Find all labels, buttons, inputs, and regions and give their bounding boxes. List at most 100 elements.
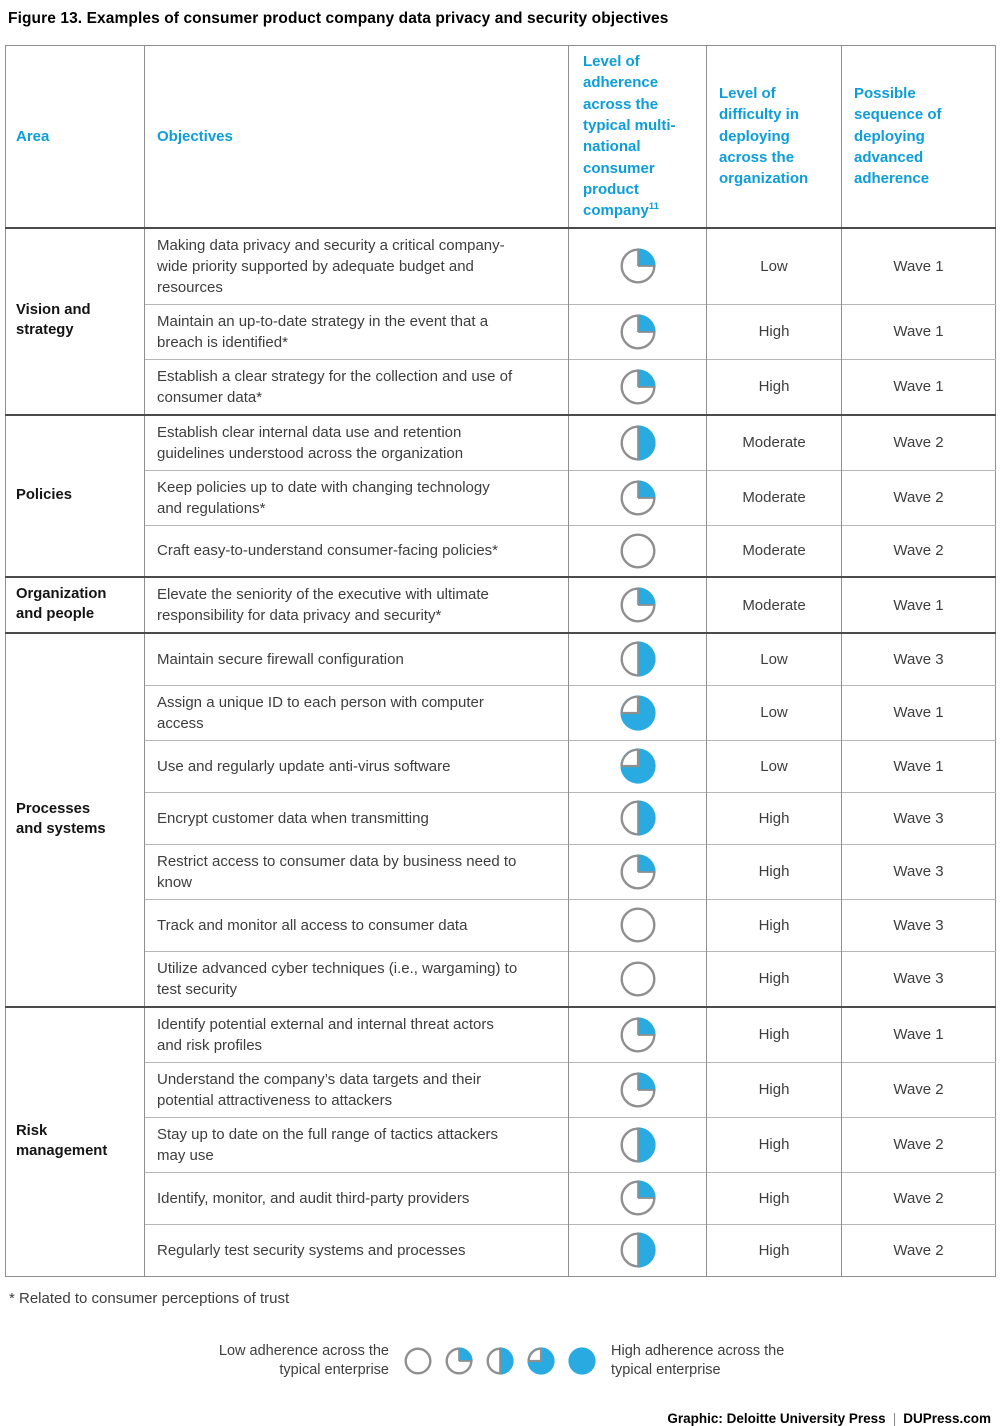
table-row: Craft easy-to-understand consumer-facing… — [6, 524, 996, 577]
area-cell: Vision and strategy — [5, 226, 145, 415]
objective-cell: Identify potential external and internal… — [144, 1005, 569, 1062]
sequence-cell: Wave 3 — [841, 898, 996, 951]
table-row: Restrict access to consumer data by busi… — [6, 843, 996, 899]
objective-cell: Utilize advanced cyber techniques (i.e.,… — [144, 950, 569, 1007]
adherence-cell — [568, 843, 707, 899]
difficulty-cell: Moderate — [706, 524, 842, 577]
area-cell: Policies — [5, 413, 145, 577]
column-header-area-label: Area — [16, 127, 50, 145]
objective-cell: Maintain secure firewall configuration — [144, 632, 569, 685]
difficulty-cell: High — [706, 791, 842, 844]
table-row: Identify, monitor, and audit third-party… — [6, 1171, 996, 1224]
sequence-cell: Wave 1 — [841, 226, 996, 304]
difficulty-cell: High — [706, 950, 842, 1007]
table-body: Vision and strategy Making data privacy a… — [5, 226, 996, 1276]
table-row: Vision and strategy Making data privacy a… — [5, 226, 996, 415]
table-row: Organization and people Elevate the senio… — [5, 576, 996, 633]
objective-cell: Establish clear internal data use and re… — [144, 413, 569, 470]
credit-source: Graphic: Deloitte University Press — [667, 1410, 886, 1426]
objective-cell: Encrypt customer data when transmitting — [144, 791, 569, 844]
table-row: Regularly test security systems and proc… — [6, 1223, 996, 1276]
credit-site: DUPress.com — [903, 1410, 991, 1426]
table-row: Policies Establish clear internal data us… — [5, 413, 996, 577]
adherence-cell — [568, 303, 707, 359]
objective-cell: Making data privacy and security a criti… — [144, 226, 569, 304]
column-header-sequence: Possible sequence of deploying advanced … — [841, 45, 996, 229]
adherence-cell — [568, 358, 707, 415]
harvey-ball-icon — [620, 533, 656, 569]
column-header-adherence: Level of adherence across the typical mu… — [568, 45, 707, 229]
difficulty-cell: Low — [706, 739, 842, 792]
harvey-ball-icon — [620, 907, 656, 943]
adherence-cell — [568, 226, 707, 304]
area-cell: Risk management — [5, 1005, 145, 1276]
harvey-ball-icon — [620, 641, 656, 677]
credit-separator: | — [892, 1410, 897, 1426]
objectives-table: Area Objectives Level of adherence acros… — [5, 45, 996, 1277]
objective-cell: Maintain an up-to-date strategy in the e… — [144, 303, 569, 359]
table-header: Area Objectives Level of adherence acros… — [5, 45, 996, 229]
table-row: Risk management Identify potential extern… — [5, 1005, 996, 1276]
credit-line: Graphic: Deloitte University Press | DUPre… — [5, 1411, 995, 1426]
area-cell: Processes and systems — [5, 632, 145, 1007]
legend-high-label: High adherence across the typical enterp… — [611, 1342, 785, 1379]
table-row: Keep policies up to date with changing t… — [6, 469, 996, 525]
difficulty-cell: Moderate — [706, 576, 842, 633]
sequence-cell: Wave 1 — [841, 358, 996, 415]
difficulty-cell: Low — [706, 632, 842, 685]
table-row: Stay up to date on the full range of tac… — [6, 1116, 996, 1172]
sequence-cell: Wave 3 — [841, 843, 996, 899]
column-header-difficulty: Level of difficulty in deploying across … — [706, 45, 842, 229]
difficulty-cell: High — [706, 1116, 842, 1172]
harvey-ball-icon — [619, 694, 656, 731]
adherence-cell — [568, 1116, 707, 1172]
adherence-legend: Low adherence across the typical enterpr… — [5, 1342, 995, 1381]
harvey-ball-icon — [404, 1347, 432, 1375]
difficulty-cell: High — [706, 1171, 842, 1224]
table-row: Track and monitor all access to consumer… — [6, 898, 996, 951]
difficulty-cell: High — [706, 1061, 842, 1117]
sequence-cell: Wave 2 — [841, 1171, 996, 1224]
adherence-cell — [568, 632, 707, 685]
objective-cell: Keep policies up to date with changing t… — [144, 469, 569, 525]
harvey-ball-icon — [620, 1071, 656, 1108]
objective-cell: Assign a unique ID to each person with c… — [144, 684, 569, 740]
harvey-ball-icon — [619, 748, 656, 784]
figure-title: Figure 13. Examples of consumer product … — [8, 10, 669, 27]
harvey-ball-icon — [620, 961, 656, 997]
objective-cell: Elevate the seniority of the executive w… — [144, 576, 569, 633]
harvey-ball-icon — [620, 313, 656, 350]
table-row: Processes and systems Maintain secure fir… — [5, 632, 996, 1007]
difficulty-cell: Moderate — [706, 469, 842, 525]
legend-low-label: Low adherence across the typical enterpr… — [218, 1342, 389, 1379]
objective-cell: Regularly test security systems and proc… — [144, 1223, 569, 1276]
adherence-cell — [568, 739, 707, 792]
adherence-cell — [568, 469, 707, 525]
harvey-ball-icon — [445, 1347, 473, 1375]
adherence-cell — [568, 413, 707, 470]
sequence-cell: Wave 2 — [841, 413, 996, 470]
harvey-ball-icon — [486, 1347, 514, 1375]
column-header-objectives-label: Objectives — [157, 127, 233, 145]
difficulty-cell: Low — [706, 226, 842, 304]
objective-cell: Restrict access to consumer data by busi… — [144, 843, 569, 899]
difficulty-cell: High — [706, 898, 842, 951]
sequence-cell: Wave 2 — [841, 1116, 996, 1172]
footnote-reference-superscript: 11 — [648, 201, 659, 213]
column-header-area: Area — [5, 45, 145, 229]
adherence-cell — [568, 576, 707, 633]
sequence-cell: Wave 1 — [841, 1005, 996, 1062]
column-header-adherence-label: Level of adherence across the typical mu… — [583, 53, 676, 220]
table-row: Establish a clear strategy for the colle… — [6, 358, 996, 415]
table-row: Understand the company’s data targets an… — [6, 1061, 996, 1117]
sequence-cell: Wave 1 — [841, 303, 996, 359]
sequence-cell: Wave 3 — [841, 632, 996, 685]
difficulty-cell: High — [706, 1005, 842, 1062]
objective-cell: Identify, monitor, and audit third-party… — [144, 1171, 569, 1224]
area-cell: Organization and people — [5, 576, 145, 633]
table-row: Encrypt customer data when transmitting H… — [6, 791, 996, 844]
adherence-cell — [568, 1223, 707, 1276]
objective-cell: Stay up to date on the full range of tac… — [144, 1116, 569, 1172]
sequence-cell: Wave 3 — [841, 950, 996, 1007]
